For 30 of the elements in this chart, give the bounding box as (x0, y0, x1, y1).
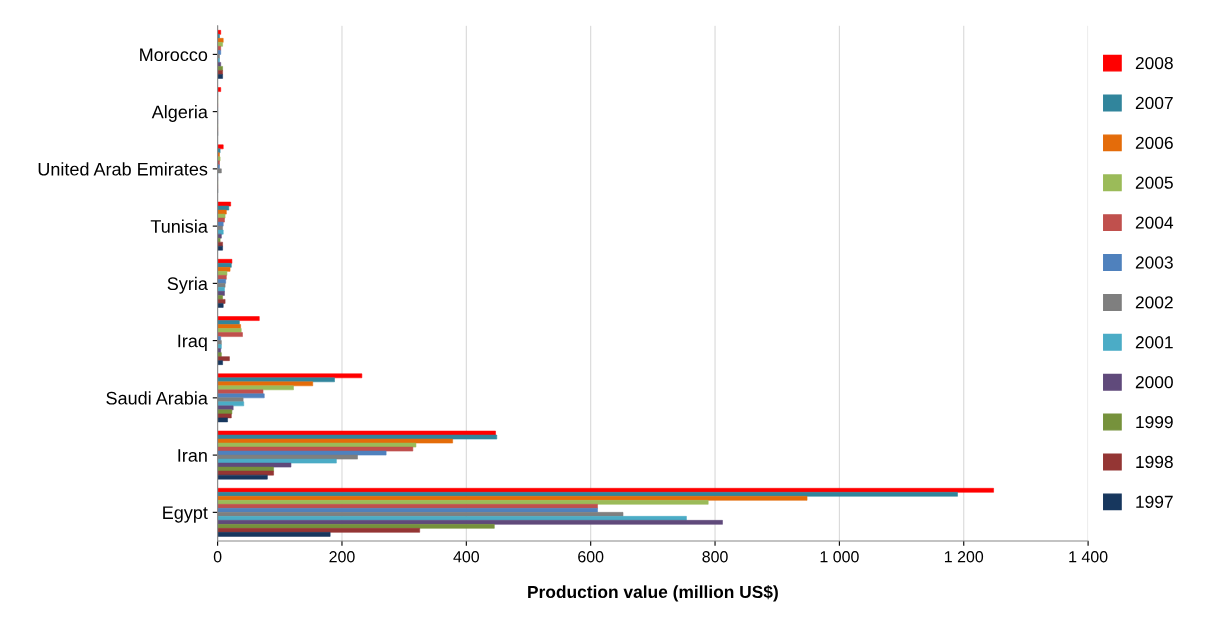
legend-label: 2006 (1135, 136, 1173, 149)
x-tick-label: 1 000 (820, 551, 859, 563)
legend-label: 2002 (1135, 296, 1173, 309)
y-tick-label: Morocco (140, 48, 208, 62)
x-tick-label: 200 (329, 551, 355, 563)
x-tick-label: 600 (578, 551, 604, 563)
x-tick-label: 400 (453, 551, 480, 563)
legend-label: 2000 (1135, 376, 1173, 389)
y-tick-label: Tunisia (150, 219, 208, 233)
y-tick-label: Egypt (163, 506, 208, 523)
legend-label: 2007 (1135, 96, 1173, 110)
y-tick-label: Syria (167, 276, 208, 294)
legend-label: 2008 (1135, 56, 1173, 70)
x-tick-label: 1 200 (944, 551, 984, 563)
x-tick-label: 0 (213, 551, 222, 563)
y-tick-label: Iraq (178, 334, 207, 351)
legend-label: 2004 (1135, 216, 1174, 229)
legend-label: 1998 (1136, 455, 1173, 469)
y-tick-label: Iran (178, 449, 207, 462)
legend-label: 2001 (1135, 336, 1173, 349)
x-tick-label: 1 400 (1069, 551, 1108, 563)
x-axis-title: Production value (million US$) (528, 585, 778, 602)
y-tick-label: Algeria (151, 105, 208, 122)
y-tick-label: Saudi Arabia (106, 391, 208, 405)
legend-label: 2005 (1135, 176, 1173, 189)
y-tick-label: United Arab Emirates (38, 162, 208, 176)
x-tick-label: 800 (702, 551, 728, 563)
legend-label: 1997 (1136, 495, 1173, 508)
legend-label: 1999 (1136, 415, 1173, 429)
legend-label: 2003 (1135, 256, 1173, 269)
